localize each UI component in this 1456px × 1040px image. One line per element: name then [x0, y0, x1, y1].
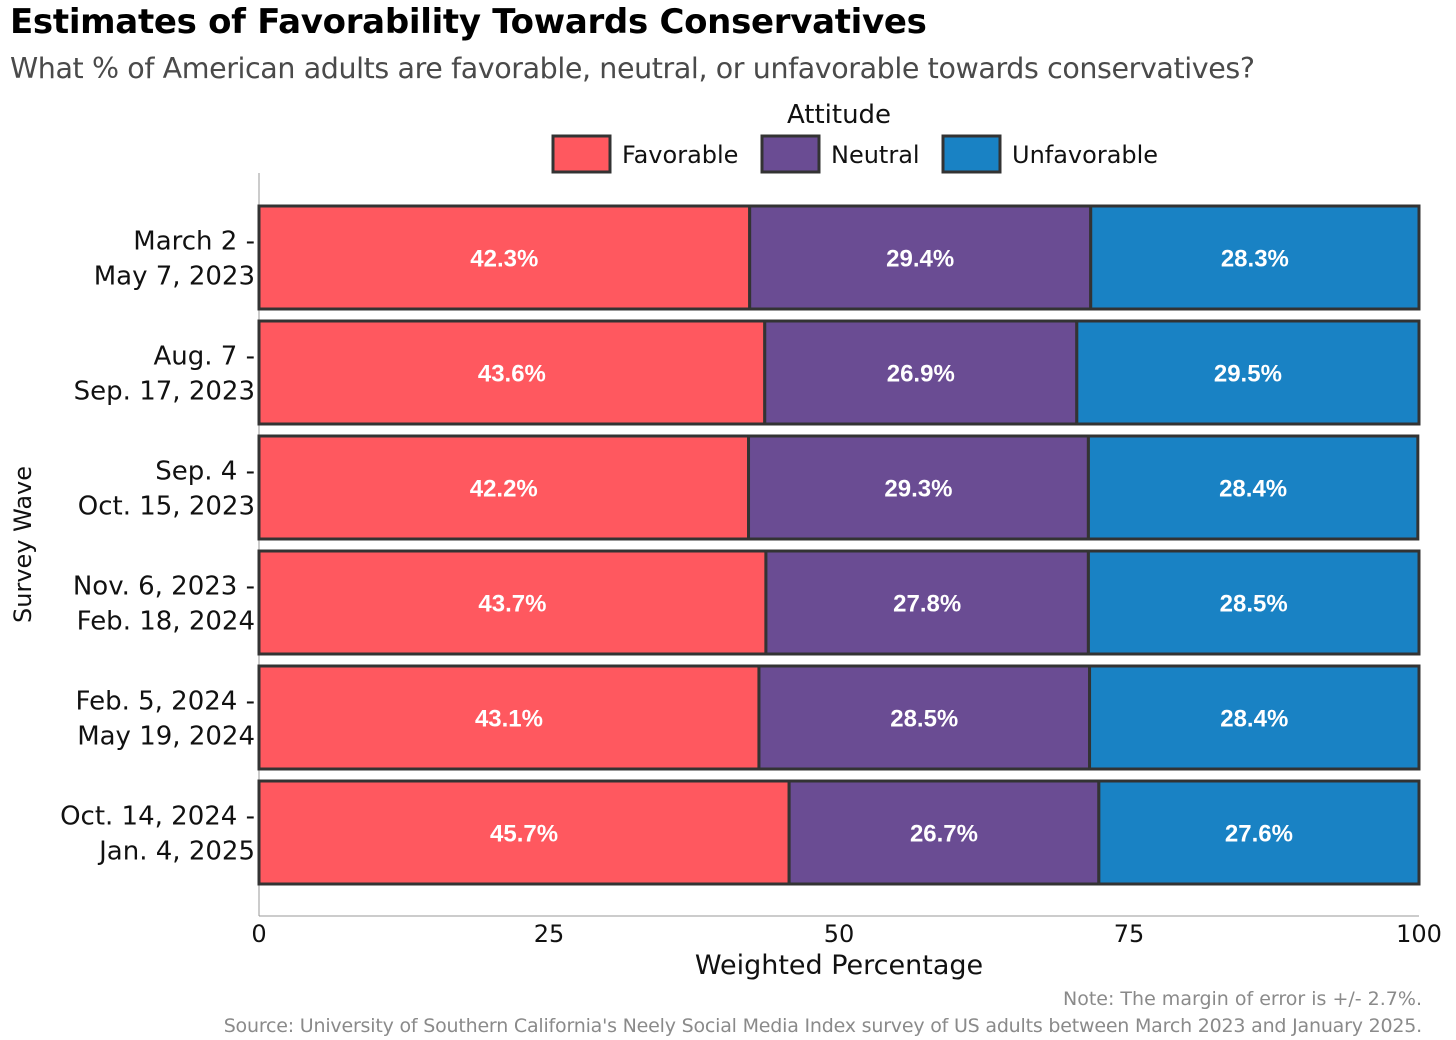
- y-tick-label: Aug. 7 -: [154, 342, 256, 372]
- data-label-unfavorable: 28.4%: [1220, 706, 1288, 733]
- legend-key-neutral: [760, 134, 821, 174]
- legend-key-unfavorable: [941, 134, 1002, 174]
- x-axis-label: Weighted Percentage: [695, 950, 983, 981]
- data-label-neutral: 26.9%: [887, 361, 955, 388]
- bar-unfavorable: [1075, 319, 1421, 426]
- data-label-unfavorable: 28.4%: [1219, 476, 1287, 503]
- bar-favorable: [257, 779, 791, 886]
- data-label-favorable: 43.1%: [475, 706, 543, 733]
- data-label-unfavorable: 27.6%: [1225, 821, 1293, 848]
- y-tick-label: May 19, 2024: [77, 722, 255, 752]
- bar-favorable: [257, 434, 751, 541]
- y-tick-label: Feb. 5, 2024 -: [76, 687, 255, 717]
- y-tick-label: Feb. 18, 2024: [77, 607, 255, 637]
- x-tick-label: 100: [1396, 920, 1442, 948]
- data-label-unfavorable: 28.5%: [1220, 591, 1288, 618]
- stacked-bar-chart: 0 25 50 75 100 Weighted Percentage Survey Wave…: [9, 100, 1442, 981]
- data-label-favorable: 43.7%: [478, 591, 546, 618]
- data-label-favorable: 43.6%: [478, 361, 546, 388]
- chart-title: Estimates of Favorability Towards Conser…: [10, 2, 927, 42]
- data-label-unfavorable: 28.3%: [1221, 246, 1289, 273]
- x-tick-label: 75: [1114, 920, 1145, 948]
- bar-unfavorable: [1089, 204, 1421, 311]
- legend-label-unfavorable: Unfavorable: [1012, 141, 1158, 169]
- y-tick-label: Oct. 14, 2024 -: [60, 802, 255, 832]
- legend-title: Attitude: [787, 100, 891, 130]
- bar-neutral: [757, 664, 1092, 771]
- data-label-favorable: 42.3%: [470, 246, 538, 273]
- x-tick-label: 25: [534, 920, 565, 948]
- y-tick-label: Sep. 4 -: [155, 457, 255, 487]
- data-label-neutral: 29.4%: [886, 246, 954, 273]
- y-tick-label: Jan. 4, 2025: [97, 837, 255, 867]
- bar-unfavorable: [1086, 549, 1421, 656]
- x-tick-label: 50: [824, 920, 855, 948]
- data-label-favorable: 42.2%: [470, 476, 538, 503]
- y-tick-label: May 7, 2023: [94, 262, 255, 292]
- bar-unfavorable: [1088, 664, 1421, 771]
- bar-favorable: [257, 204, 752, 311]
- bar-neutral: [787, 779, 1101, 886]
- bar-neutral: [748, 204, 1093, 311]
- y-tick-label: Sep. 17, 2023: [74, 377, 255, 407]
- margin-of-error-note: Note: The margin of error is +/- 2.7%.: [1063, 988, 1422, 1010]
- source-note: Source: University of Southern Californi…: [223, 1015, 1423, 1037]
- y-axis-label: Survey Wave: [9, 466, 37, 623]
- data-label-unfavorable: 29.5%: [1214, 361, 1282, 388]
- bar-favorable: [257, 664, 761, 771]
- data-label-favorable: 45.7%: [490, 821, 558, 848]
- bar-unfavorable: [1097, 779, 1421, 886]
- bar-unfavorable: [1086, 434, 1420, 541]
- bar-neutral: [764, 549, 1090, 656]
- chart-subtitle: What % of American adults are favorable,…: [10, 52, 1255, 85]
- y-tick-label: Nov. 6, 2023 -: [73, 572, 255, 602]
- legend-label-neutral: Neutral: [831, 141, 920, 169]
- data-label-neutral: 27.8%: [893, 591, 961, 618]
- y-tick-label: March 2 -: [133, 227, 255, 257]
- data-label-neutral: 26.7%: [910, 821, 978, 848]
- y-tick-label: Oct. 15, 2023: [78, 492, 255, 522]
- x-tick-label: 0: [251, 920, 266, 948]
- bar-neutral: [747, 434, 1090, 541]
- data-label-neutral: 28.5%: [890, 706, 958, 733]
- legend-label-favorable: Favorable: [622, 141, 738, 169]
- legend-key-favorable: [551, 134, 612, 174]
- data-label-neutral: 29.3%: [884, 476, 952, 503]
